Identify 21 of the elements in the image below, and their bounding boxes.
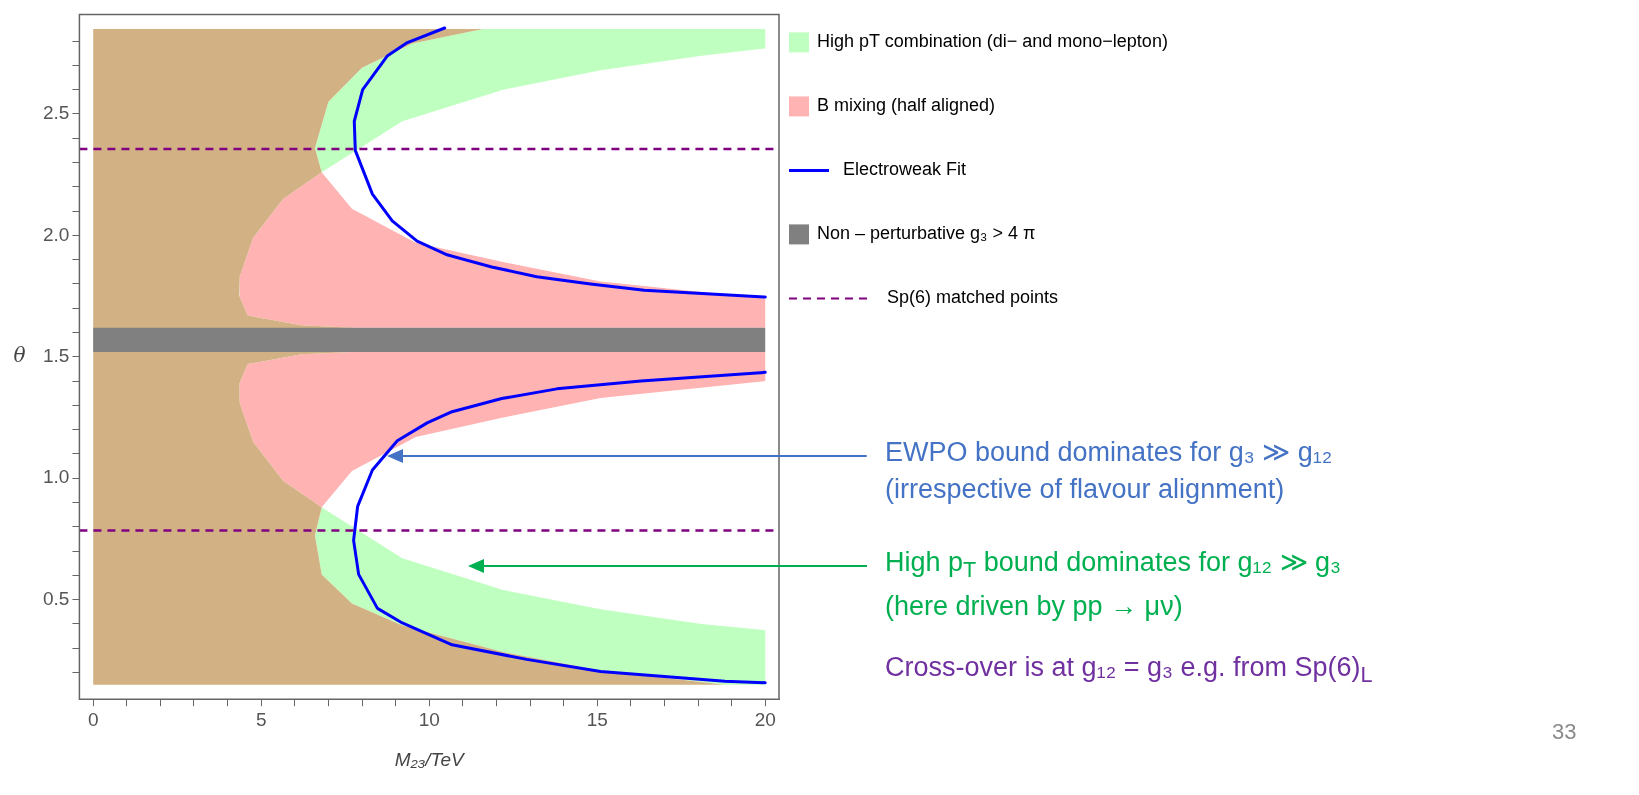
x-tick-label: 10 [418,708,440,730]
y-tick-label: 0.5 [42,587,70,609]
y-tick-label: 1.5 [42,345,70,367]
x-tick-label: 15 [586,708,608,730]
legend-label: B mixing (half aligned) [817,95,996,116]
y-tick-label: 2.0 [42,223,70,245]
text: Cross-over is at g₁₂ = g₃ e.g. from Sp(6)$_{L}$ [885,650,1373,690]
x-tick-label: 20 [754,708,776,730]
legend-label: Sp(6) matched points [887,287,1059,308]
y-axis-title: θ [13,343,26,367]
y-tick-label: 1.0 [42,466,70,488]
legend-label: Electroweak Fit [843,159,967,180]
legend-label: High pT combination (di− and mono−lepton) [817,31,1168,52]
text: 33 [1552,717,1577,746]
x-axis-title: M₂₃/TeV [394,749,467,771]
y-tick-label: 2.5 [42,102,70,124]
text: High p$_{T}$ bound dominates for g₁₂ ≫ g₃ (here driven by pp → μν) [885,545,1342,624]
legend-label: Non – perturbative g₃ > 4 π [817,223,1036,244]
x-tick-label: 5 [255,708,267,730]
text: EWPO bound dominates for g₃ ≫ g₁₂ (irrespective of flavour alignment) [885,436,1333,507]
x-tick-label: 0 [87,708,99,730]
